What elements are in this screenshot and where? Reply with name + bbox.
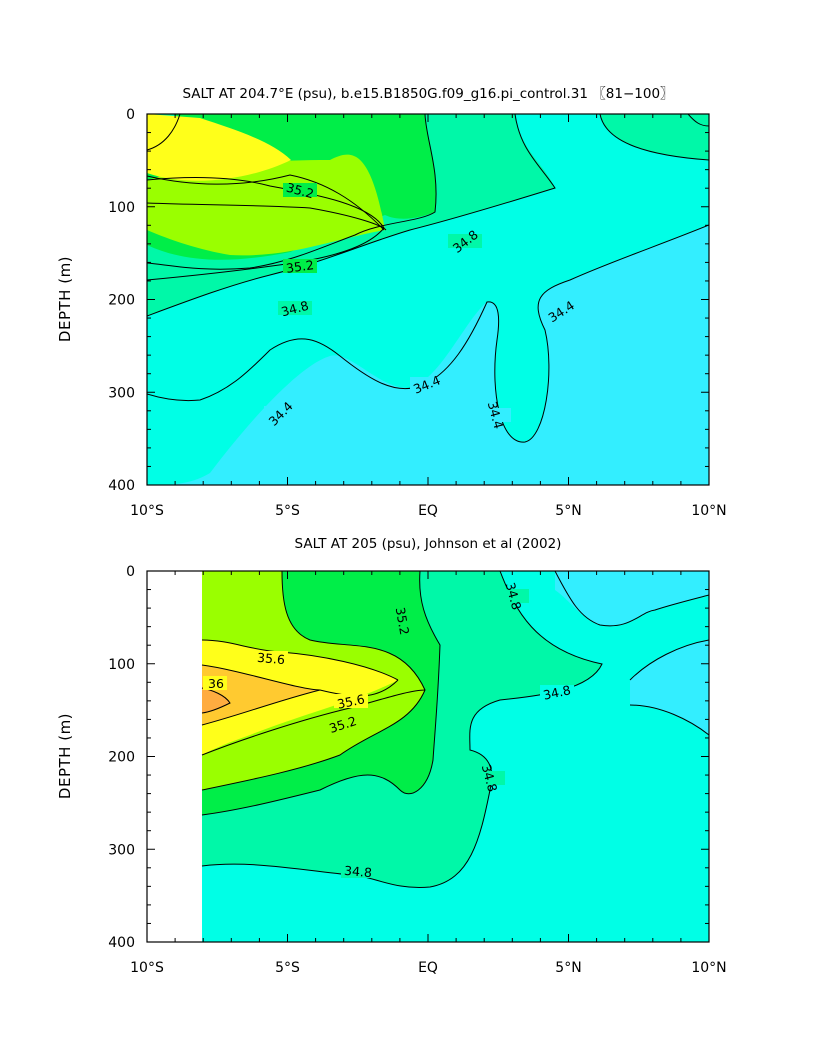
x-tick-label: EQ <box>418 960 438 976</box>
panel-1-ylabel: DEPTH (m) <box>56 256 74 342</box>
svg-text:35.2: 35.2 <box>285 180 316 202</box>
x-tick-label: 10°N <box>691 960 726 976</box>
panel-1-region-36-4 <box>147 114 291 181</box>
panel-1: SALT AT 204.7°E (psu), b.e15.B1850G.f09_… <box>56 86 727 519</box>
y-tick-label: 300 <box>108 842 135 858</box>
svg-text:34.8: 34.8 <box>542 682 572 702</box>
y-tick-label: 100 <box>108 200 135 216</box>
panel-1-fill <box>147 114 709 485</box>
svg-text:34.4: 34.4 <box>485 400 507 431</box>
panel-2-contour-lines <box>201 571 709 889</box>
svg-text:35.2: 35.2 <box>285 257 315 276</box>
contour-label: 35.2 <box>326 713 360 736</box>
svg-text:34.8: 34.8 <box>279 298 310 320</box>
svg-text:35.2: 35.2 <box>393 606 413 636</box>
x-tick-label: 10°N <box>691 503 726 519</box>
x-tick-label: EQ <box>418 503 438 519</box>
contour-label: 34.8 <box>540 682 574 703</box>
panel-2-ylabel: DEPTH (m) <box>56 713 74 799</box>
svg-text:36: 36 <box>208 676 224 691</box>
y-tick-label: 0 <box>126 564 135 580</box>
svg-text:35.6: 35.6 <box>257 650 286 667</box>
x-tick-label: 5°N <box>555 960 581 976</box>
panel-2-title: SALT AT 205 (psu), Johnson et al (2002) <box>295 536 562 552</box>
panel-2-axes: 10°S 5°S EQ 5°N 10°N 0 100 200 300 400 <box>108 564 726 976</box>
contour-label: 34.8 <box>475 763 505 794</box>
contour-label: 35.2 <box>283 180 317 202</box>
contour-label: 35.2 <box>283 257 317 276</box>
panel-2-region-36-4 <box>202 640 398 755</box>
panel-1-title: SALT AT 204.7°E (psu), b.e15.B1850G.f09_… <box>182 86 673 102</box>
panel-1-axes: 10°S 5°S EQ 5°N 10°N 0 100 200 300 400 <box>108 107 726 519</box>
panel-1-contour-lines <box>147 114 709 443</box>
y-tick-label: 400 <box>108 478 135 494</box>
y-tick-label: 200 <box>108 750 135 766</box>
panel-2-fill <box>202 571 709 942</box>
contour-label: 34.4 <box>481 400 511 431</box>
y-tick-label: 0 <box>126 107 135 123</box>
x-tick-label: 5°N <box>555 503 581 519</box>
contour-label: 34.8 <box>341 863 375 880</box>
panel-2: SALT AT 205 (psu), Johnson et al (2002) <box>56 536 727 976</box>
panel-2-region-37-2 <box>202 688 230 713</box>
contour-label: 34.8 <box>499 581 529 612</box>
y-tick-label: 200 <box>108 293 135 309</box>
y-tick-label: 300 <box>108 385 135 401</box>
x-tick-label: 10°S <box>130 960 164 976</box>
svg-text:35.6: 35.6 <box>336 691 366 711</box>
panel-2-region-36-8 <box>202 665 320 725</box>
y-tick-label: 100 <box>108 657 135 673</box>
panel-2-region-34-0 <box>555 571 709 735</box>
svg-text:34.8: 34.8 <box>503 581 525 612</box>
contour-label: 36 <box>203 676 227 691</box>
contour-label: 35.2 <box>388 606 418 636</box>
contour-label: 35.6 <box>254 650 288 667</box>
y-tick-label: 400 <box>108 935 135 951</box>
x-tick-label: 5°S <box>275 960 300 976</box>
x-tick-label: 5°S <box>275 503 300 519</box>
contour-label: 35.6 <box>334 691 368 712</box>
panel-2-contour-labels: 35.6 36 35.6 35.2 35.2 34.8 34.8 34.8 34… <box>203 581 574 880</box>
contour-label: 34.8 <box>278 298 312 320</box>
svg-text:34.8: 34.8 <box>479 763 501 794</box>
x-tick-label: 10°S <box>130 503 164 519</box>
svg-text:34.8: 34.8 <box>344 863 373 880</box>
